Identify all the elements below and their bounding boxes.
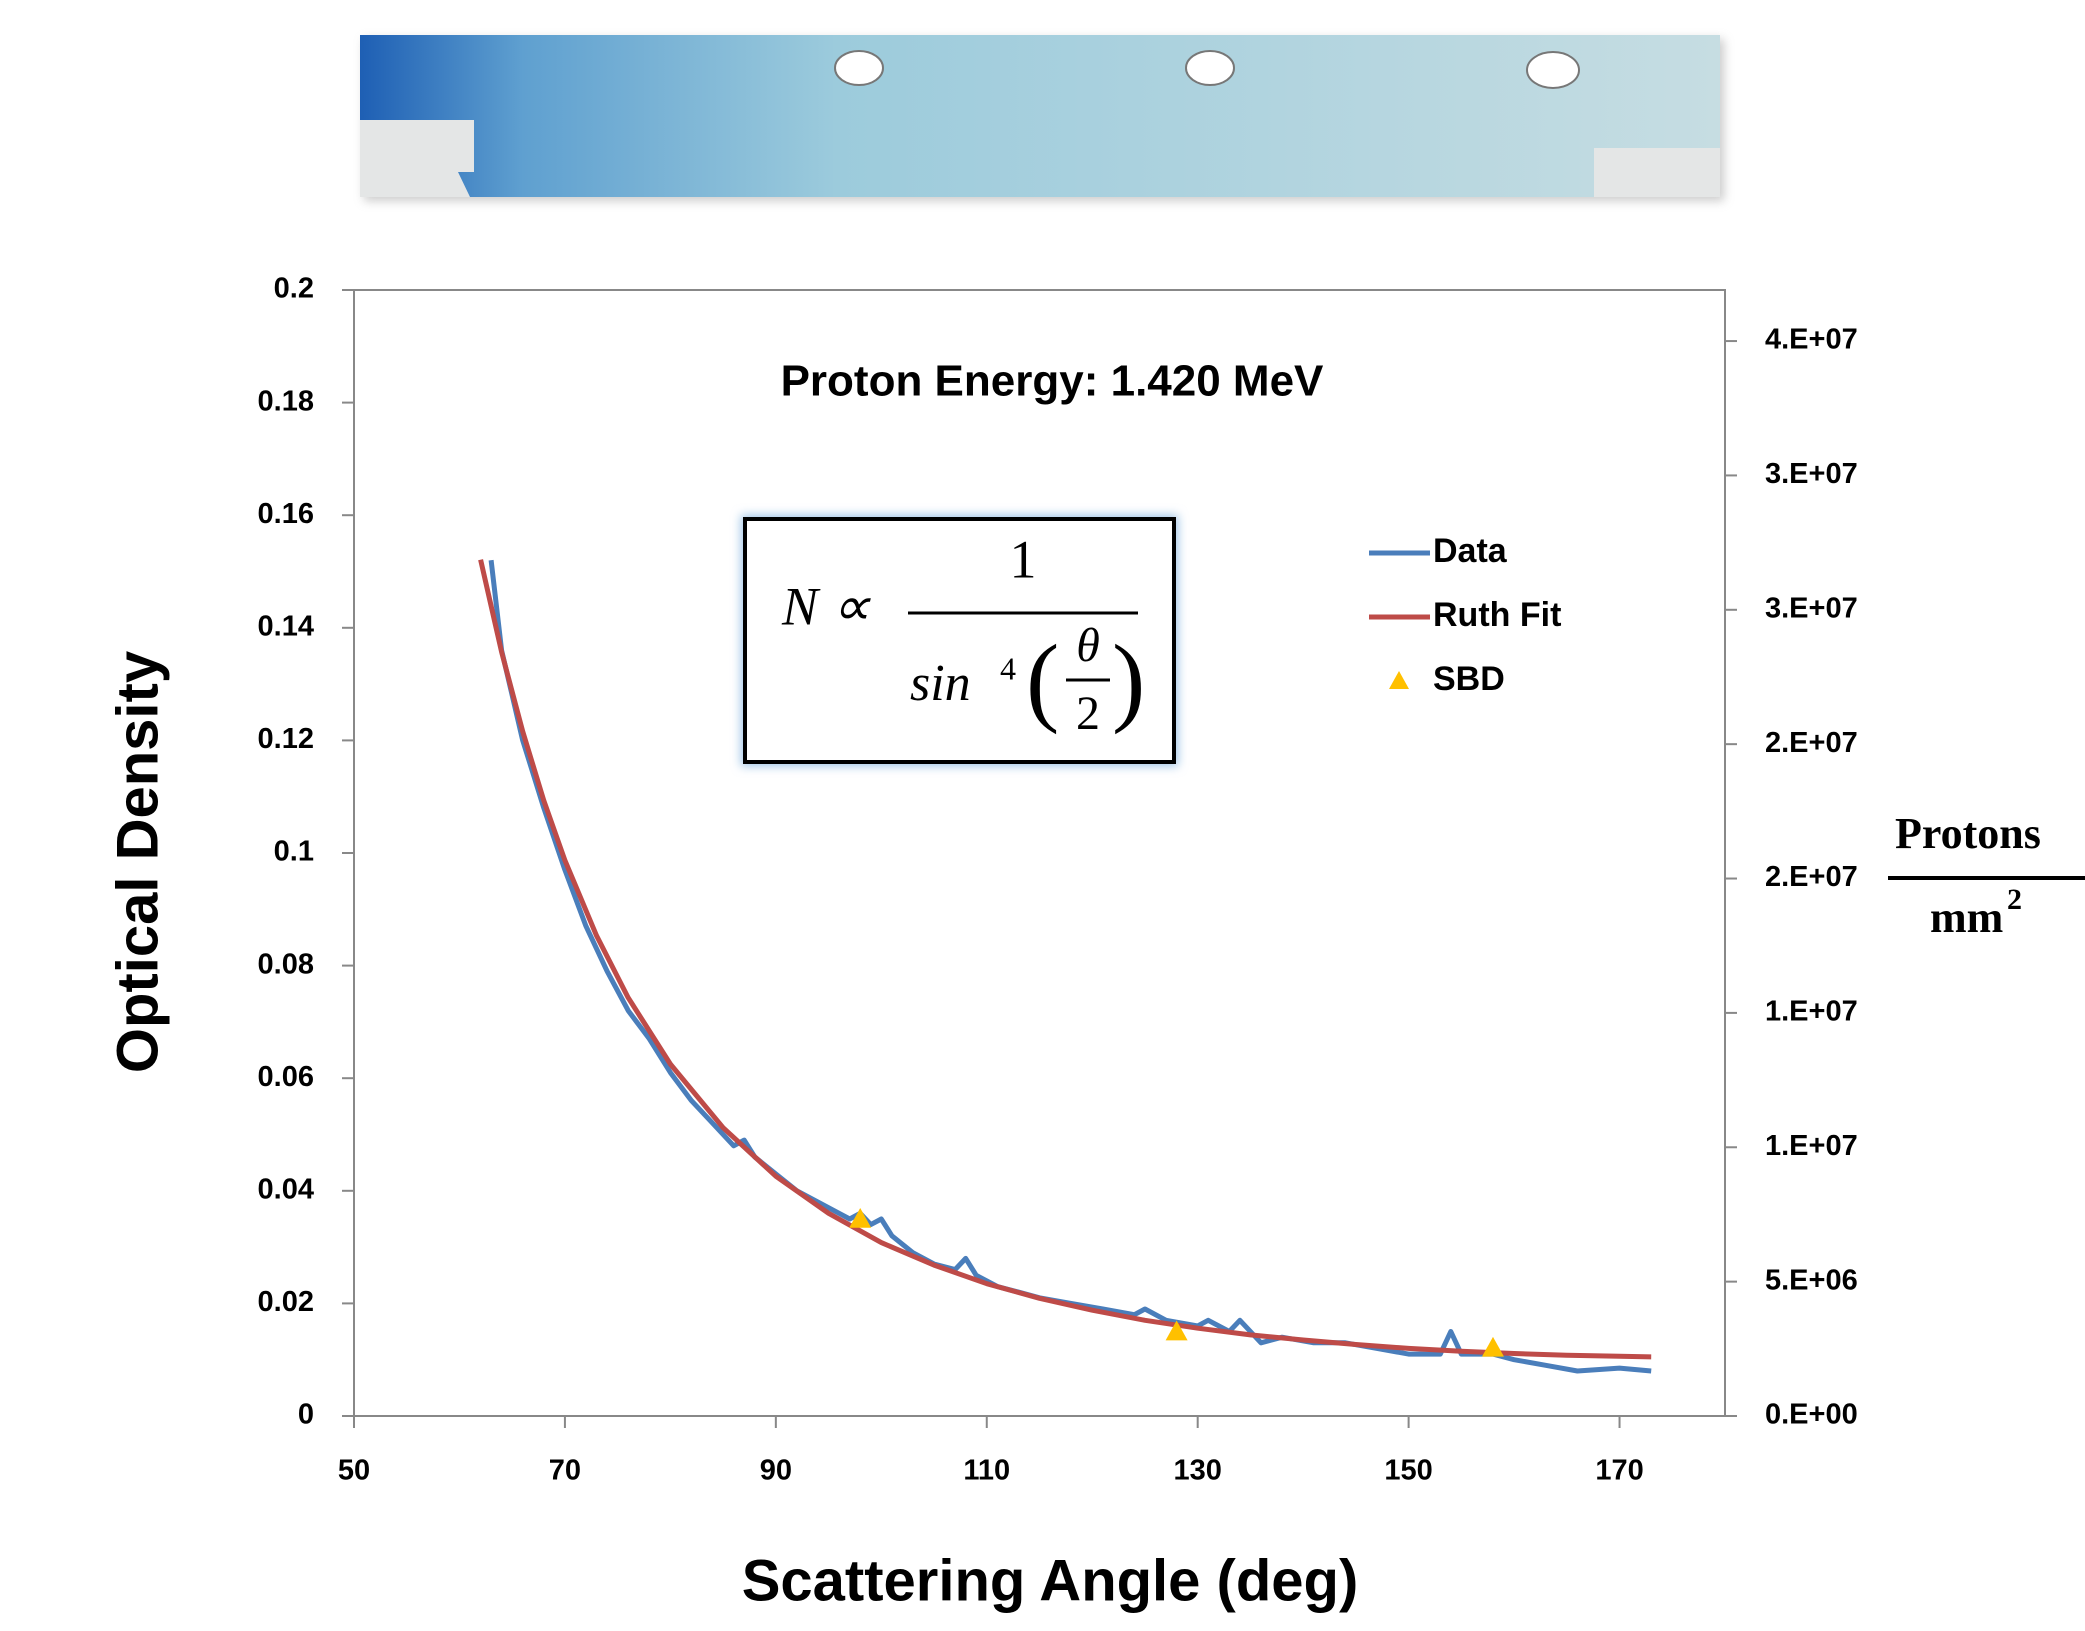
y2-tick-label: 4.E+07 [1765, 324, 1858, 356]
x-tick-label: 70 [549, 1455, 581, 1487]
y-tick-label: 0 [298, 1399, 314, 1431]
marker [1165, 1320, 1188, 1341]
eq-numerator: 1 [1010, 529, 1037, 589]
y2-tick-label: 5.E+06 [1765, 1264, 1858, 1296]
y-axis-title: Optical Density [105, 651, 170, 1073]
y2-tick-label: 2.E+07 [1765, 727, 1858, 759]
eq-paren: ( [1026, 624, 1059, 735]
x-tick-label: 90 [760, 1455, 792, 1487]
y-tick-label: 0.04 [258, 1173, 314, 1205]
marker [849, 1207, 872, 1228]
y-tick-label: 0.06 [258, 1061, 314, 1093]
y-tick-label: 0.16 [258, 498, 314, 530]
eq-theta: θ [1076, 619, 1100, 672]
series-line [478, 559, 1652, 1360]
y2-title-exponent: 2 [2007, 883, 2022, 916]
x-tick-label: 130 [1173, 1455, 1221, 1487]
y-tick-label: 0.14 [258, 610, 314, 642]
y2-tick-label: 3.E+07 [1765, 592, 1858, 624]
film-strip [360, 35, 1724, 201]
y-tick-label: 0.1 [274, 836, 314, 868]
chart-title: Proton Energy: 1.420 MeV [781, 357, 1324, 406]
eq-lhs: N ∝ [781, 576, 872, 636]
equation-box: N ∝ 1 sin 4 ( θ 2 ) [741, 515, 1178, 766]
y2-title-numerator: Protons [1895, 809, 2041, 858]
y-tick-label: 0.18 [258, 385, 314, 417]
eq-two: 2 [1076, 687, 1100, 740]
series-line [488, 559, 1652, 1374]
legend-label: SBD [1433, 660, 1505, 698]
marker [1481, 1336, 1504, 1357]
y2-tick-label: 0.E+00 [1765, 1399, 1858, 1431]
x-tick-label: 50 [338, 1455, 370, 1487]
y-tick-label: 0.2 [274, 273, 314, 305]
y-tick-label: 0.02 [258, 1286, 314, 1318]
legend-label: Data [1433, 532, 1508, 570]
eq-paren: ) [1112, 624, 1145, 735]
x-tick-label: 110 [963, 1455, 1010, 1487]
eq-power: 4 [1000, 650, 1016, 686]
y2-axis-title: Protons mm 2 [1888, 809, 2085, 942]
y2-title-denominator: mm [1930, 893, 2003, 942]
eq-func: sin [910, 655, 971, 712]
legend-label: Ruth Fit [1433, 596, 1561, 634]
y2-tick-label: 1.E+07 [1765, 996, 1858, 1028]
legend-marker [1389, 671, 1409, 689]
x-tick-label: 150 [1384, 1455, 1432, 1487]
y-tick-label: 0.08 [258, 948, 314, 980]
y-tick-label: 0.12 [258, 723, 314, 755]
x-tick-label: 170 [1595, 1455, 1643, 1487]
y2-tick-label: 1.E+07 [1765, 1130, 1858, 1162]
y2-tick-label: 2.E+07 [1765, 861, 1858, 893]
y2-tick-label: 3.E+07 [1765, 458, 1858, 490]
x-axis-title: Scattering Angle (deg) [742, 1548, 1359, 1613]
